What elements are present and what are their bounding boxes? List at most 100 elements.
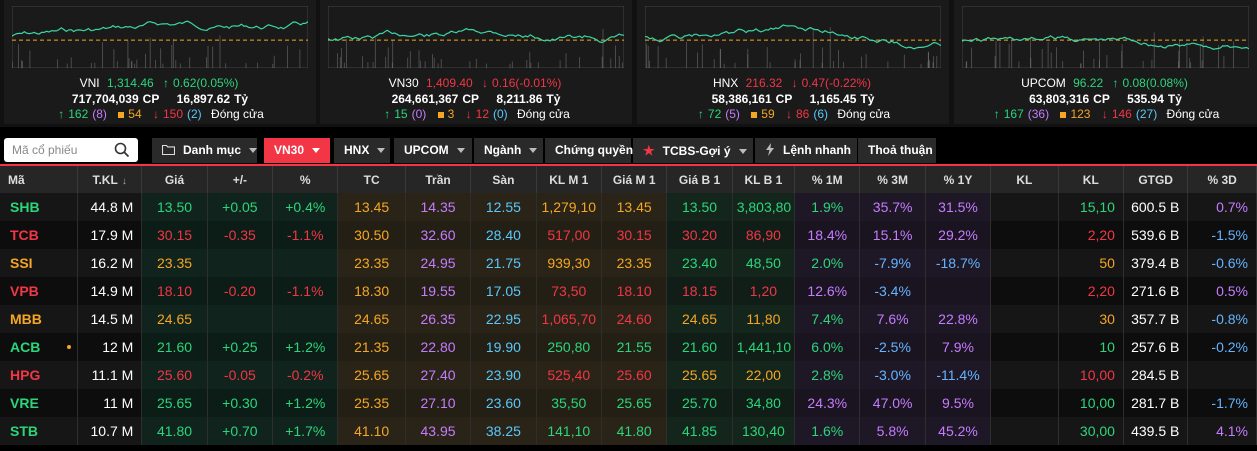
cell-change [207,249,274,277]
column-header[interactable]: Mã [0,166,78,193]
column-header[interactable]: % [272,166,339,193]
column-header[interactable]: KL M 1 [536,166,602,193]
arrow-up-icon: ↑ [993,107,1000,121]
watchlist-toolbar: Danh mục VN30 HNX UPCOM Ngành Chứng quyền ★ TCB… [0,134,1257,164]
search-icon[interactable] [114,142,130,158]
column-header[interactable]: GTGD [1123,166,1189,193]
cell-floor-price: 17.05 [470,277,537,305]
tab-vn30[interactable]: VN30 [264,138,330,163]
cell-change-1y: 31.5% [925,193,992,221]
index-name: VN30 [388,76,419,90]
index-summary-bar: VNI 1,314.46 ↑ 0.62(0.05%) 717,704,039 CP … [0,0,1257,127]
column-header[interactable]: TC [337,166,406,193]
column-header[interactable]: Giá B 1 [666,166,733,193]
tab-tho-thu-n[interactable]: Thoả thuận [858,138,936,163]
sort-down-icon[interactable]: ↓ [121,175,127,187]
cell-symbol[interactable]: HPG [0,361,78,389]
column-header[interactable]: KL B 1 [732,166,796,193]
table-row[interactable]: SHB 44.8 M 13.50 +0.05 +0.4% 13.45 14.35 12.55 1… [0,193,1257,221]
cell-change-1m: 18.4% [794,221,861,249]
advancers-ceiling: (5) [725,107,740,121]
cell-floor-price: 38.25 [470,417,537,445]
cell-symbol[interactable]: STB [0,417,78,445]
column-header[interactable]: Giá M 1 [601,166,668,193]
cell-ceiling-price: 26.35 [405,305,472,333]
index-panel-hnx[interactable]: HNX 216.32 ↓ 0.47(-0.22%) 58,386,161 CP 1,… [637,0,949,124]
cell-floor-price: 12.55 [470,193,537,221]
cell-sell-price-1: 41.80 [601,417,668,445]
table-row[interactable]: VPB 14.9 M 18.10 -0.20 -1.1% 18.30 19.55 17.05 7… [0,277,1257,305]
arrow-up-icon: ↑ [384,107,391,121]
unchanged-square-icon [751,111,758,118]
index-turnover-unit: Tỷ [1167,92,1182,106]
tab-l-nh-nhanh[interactable]: Lệnh nhanh [755,138,857,163]
table-row[interactable]: MBB 14.5 M 24.65 24.65 26.35 22.95 1,065,70 24.… [0,305,1257,333]
column-header[interactable]: % 3D [1187,166,1257,193]
tab-hnx[interactable]: HNX [334,138,390,163]
cell-symbol[interactable]: SSI [0,249,78,277]
table-row[interactable]: TCB 17.9 M 30.15 -0.35 -1.1% 30.50 32.60 28.40 5… [0,221,1257,249]
cell-sell-price-1: 24.60 [601,305,668,333]
index-panel-vn30[interactable]: VN30 1,409.40 ↓ 0.16(-0.01%) 264,661,367 C… [320,0,632,124]
cell-change [207,305,274,333]
index-value: 1,314.46 [106,76,154,90]
tab-ch-ng-quy-n[interactable]: Chứng quyền [545,138,633,163]
cell-floor-price: 21.75 [470,249,537,277]
column-header[interactable]: Sàn [470,166,537,193]
stock-search[interactable] [4,138,138,162]
cell-buy-volume-1: 1,441,10 [732,333,796,361]
star-icon: ★ [643,143,655,158]
column-header[interactable]: KL [990,166,1059,193]
column-header[interactable]: Trần [405,166,472,193]
table-row[interactable]: SSI 16.2 M 23.35 23.35 24.95 21.75 939,30 23.35… [0,249,1257,277]
cell-symbol[interactable]: VRE [0,389,78,417]
cell-trading-value: 539.6 B [1123,221,1189,249]
table-row[interactable]: ACB 12 M 21.60 +0.25 +1.2% 21.35 22.80 19.90 250… [0,333,1257,361]
cell-change-1m: 12.6% [794,277,861,305]
tab-underline [0,164,1257,166]
stock-search-input[interactable] [4,138,112,162]
index-breadth-line: ↑ 162 (8) 54 ↓ 150 (2) Đóng cửa [4,107,316,121]
cell-symbol[interactable]: SHB [0,193,78,221]
cell-symbol[interactable]: VPB [0,277,78,305]
cell-change: -0.35 [207,221,274,249]
cell-buy-volume-1: 48,50 [732,249,796,277]
cell-foreign-volume [990,389,1059,417]
cell-reference-price: 25.65 [337,361,406,389]
unchanged-square-icon [118,111,125,118]
unchanged: 123 [1070,107,1091,121]
column-header-label: KL [1016,172,1033,187]
table-row[interactable]: HPG 11.1 M 25.60 -0.05 -0.2% 25.65 27.40 23.90 5… [0,361,1257,389]
cell-symbol[interactable]: MBB [0,305,78,333]
index-panel-upcom[interactable]: UPCOM 96.22 ↑ 0.08(0.08%) 63,803,316 CP 53… [954,0,1257,124]
index-turnover-unit: Tỷ [860,92,875,106]
table-row[interactable]: VRE 11 M 25.65 +0.30 +1.2% 25.35 27.10 23.60 35,… [0,389,1257,417]
cell-sell-price-1: 23.35 [601,249,668,277]
tab-label: UPCOM [404,143,449,157]
tab-upcom[interactable]: UPCOM [394,138,472,163]
column-header[interactable]: T.KL ↓ [77,166,143,193]
tab-ng-nh[interactable]: Ngành [474,138,543,163]
tab-tcbs-g-i[interactable]: ★ TCBS-Gợi ý [633,138,753,163]
column-header[interactable]: % 1M [794,166,861,193]
cell-sell-volume-1: 73,50 [536,277,602,305]
tab-danh-m-c[interactable]: Danh mục [152,138,258,163]
market-status: Đóng cửa [837,107,891,121]
index-sparkline [12,6,308,68]
column-header[interactable]: % 1Y [925,166,992,193]
cell-change-percent: +1.2% [272,333,339,361]
cell-floor-price: 22.95 [470,305,537,333]
cell-total-volume: 17.9 M [77,221,143,249]
cell-symbol[interactable]: ACB [0,333,78,361]
column-header[interactable]: Giá [141,166,208,193]
index-panel-vni[interactable]: VNI 1,314.46 ↑ 0.62(0.05%) 717,704,039 CP … [4,0,316,124]
column-header[interactable]: % 3M [859,166,926,193]
cell-symbol[interactable]: TCB [0,221,78,249]
index-turnover: 8,211.86 [496,92,543,106]
table-row[interactable]: STB 10.7 M 41.80 +0.70 +1.7% 41.10 43.95 38.25 1… [0,417,1257,445]
cell-sell-volume-1: 517,00 [536,221,602,249]
column-header[interactable]: KL [1058,166,1124,193]
column-header[interactable]: +/- [207,166,274,193]
cell-reference-price: 18.30 [337,277,406,305]
cell-foreign-volume [990,249,1059,277]
